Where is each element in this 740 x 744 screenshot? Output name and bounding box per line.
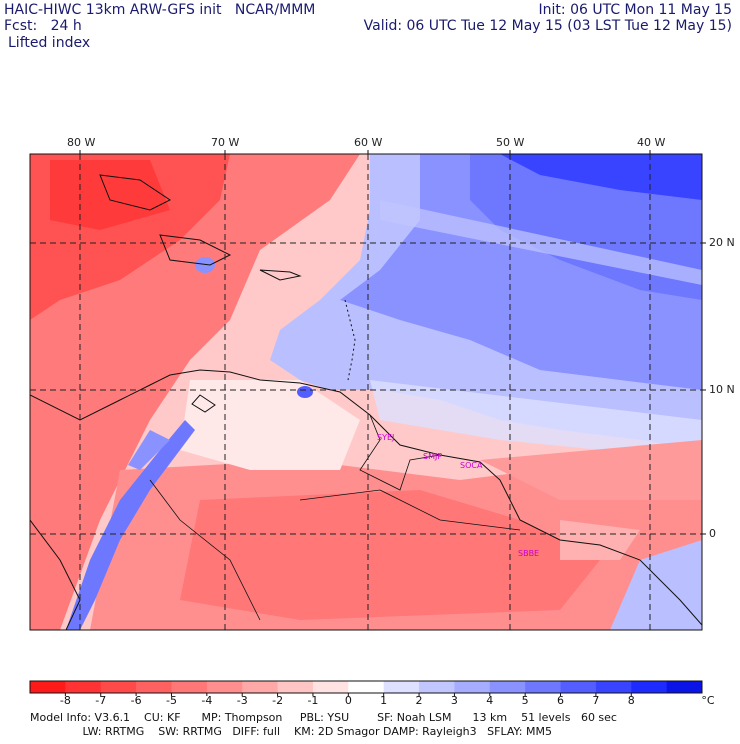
station-label-soca: SOCA	[460, 461, 483, 470]
colorbar-swatch	[30, 681, 66, 693]
colorbar-label: -8	[59, 694, 71, 707]
lon-label-50w: 50 W	[496, 136, 525, 149]
init-time: Init: 06 UTC Mon 11 May 15	[538, 2, 732, 18]
colorbar-swatch	[65, 681, 102, 693]
colorbar-swatch	[631, 681, 668, 693]
colorbar-swatch	[489, 681, 526, 693]
colorbar-swatch	[242, 681, 279, 693]
lat-label-20n: 20 N	[709, 236, 735, 249]
colorbar-label: -5	[165, 694, 177, 707]
colorbar-swatch	[277, 681, 314, 693]
valid-time: Valid: 06 UTC Tue 12 May 15 (03 LST Tue …	[363, 18, 732, 34]
station-label-smjp: SMJP	[423, 452, 442, 461]
colorbar-swatch	[419, 681, 455, 693]
lon-label-60w: 60 W	[354, 136, 383, 149]
colorbar-label: -4	[201, 694, 213, 707]
colorbar-swatch	[560, 681, 597, 693]
map-field	[30, 154, 702, 630]
lon-label-70w: 70 W	[211, 136, 240, 149]
lat-label-10n: 10 N	[709, 383, 735, 396]
colorbar-label: -1	[307, 694, 319, 707]
lon-label-80w: 80 W	[67, 136, 96, 149]
lat-label-0: 0	[709, 527, 716, 540]
colorbar-swatch	[136, 681, 172, 693]
colorbar-label: -6	[130, 694, 142, 707]
colorbar-swatch	[666, 681, 703, 693]
model-info-line2: LW: RRTMG SW: RRTMG DIFF: full KM: 2D Sm…	[30, 725, 552, 738]
colorbar-label: 5	[521, 694, 529, 707]
colorbar-swatch	[100, 681, 137, 693]
colorbar-swatch	[525, 681, 562, 693]
colorbar-swatch	[454, 681, 491, 693]
station-label-sbbe: SBBE	[518, 549, 539, 558]
colorbar-label: 3	[450, 694, 458, 707]
colorbar-swatch	[383, 681, 420, 693]
map-title: HAIC-HIWC 13km ARW-GFS init NCAR/MMM	[4, 2, 316, 18]
colorbar-unit: °C	[701, 694, 715, 707]
colorbar-label: 2	[415, 694, 423, 707]
station-label-syej: SYEJ	[377, 433, 394, 442]
colorbar-frame	[29, 680, 703, 694]
colorbar-label: -7	[95, 694, 107, 707]
forecast-hour: Fcst: 24 h	[4, 18, 82, 34]
model-info-line1: Model Info: V3.6.1 CU: KF MP: Thompson P…	[30, 711, 617, 724]
colorbar-label: -2	[272, 694, 284, 707]
colorbar-swatch	[171, 681, 208, 693]
map-frame	[29, 153, 703, 631]
colorbar-label: 0	[344, 694, 352, 707]
colorbar-label: 1	[380, 694, 388, 707]
lon-label-40w: 40 W	[637, 136, 666, 149]
colorbar-label: 7	[592, 694, 600, 707]
colorbar-swatch	[348, 681, 385, 693]
colorbar-label: 8	[627, 694, 635, 707]
colorbar-label: 4	[486, 694, 494, 707]
colorbar-swatch	[312, 681, 349, 693]
colorbar	[29, 680, 703, 696]
colorbar-swatch	[595, 681, 632, 693]
field-name: Lifted index	[8, 35, 91, 51]
colorbar-label: -3	[236, 694, 248, 707]
colorbar-label: 6	[557, 694, 565, 707]
colorbar-swatch	[206, 681, 243, 693]
lat-lon-grid	[30, 154, 702, 630]
